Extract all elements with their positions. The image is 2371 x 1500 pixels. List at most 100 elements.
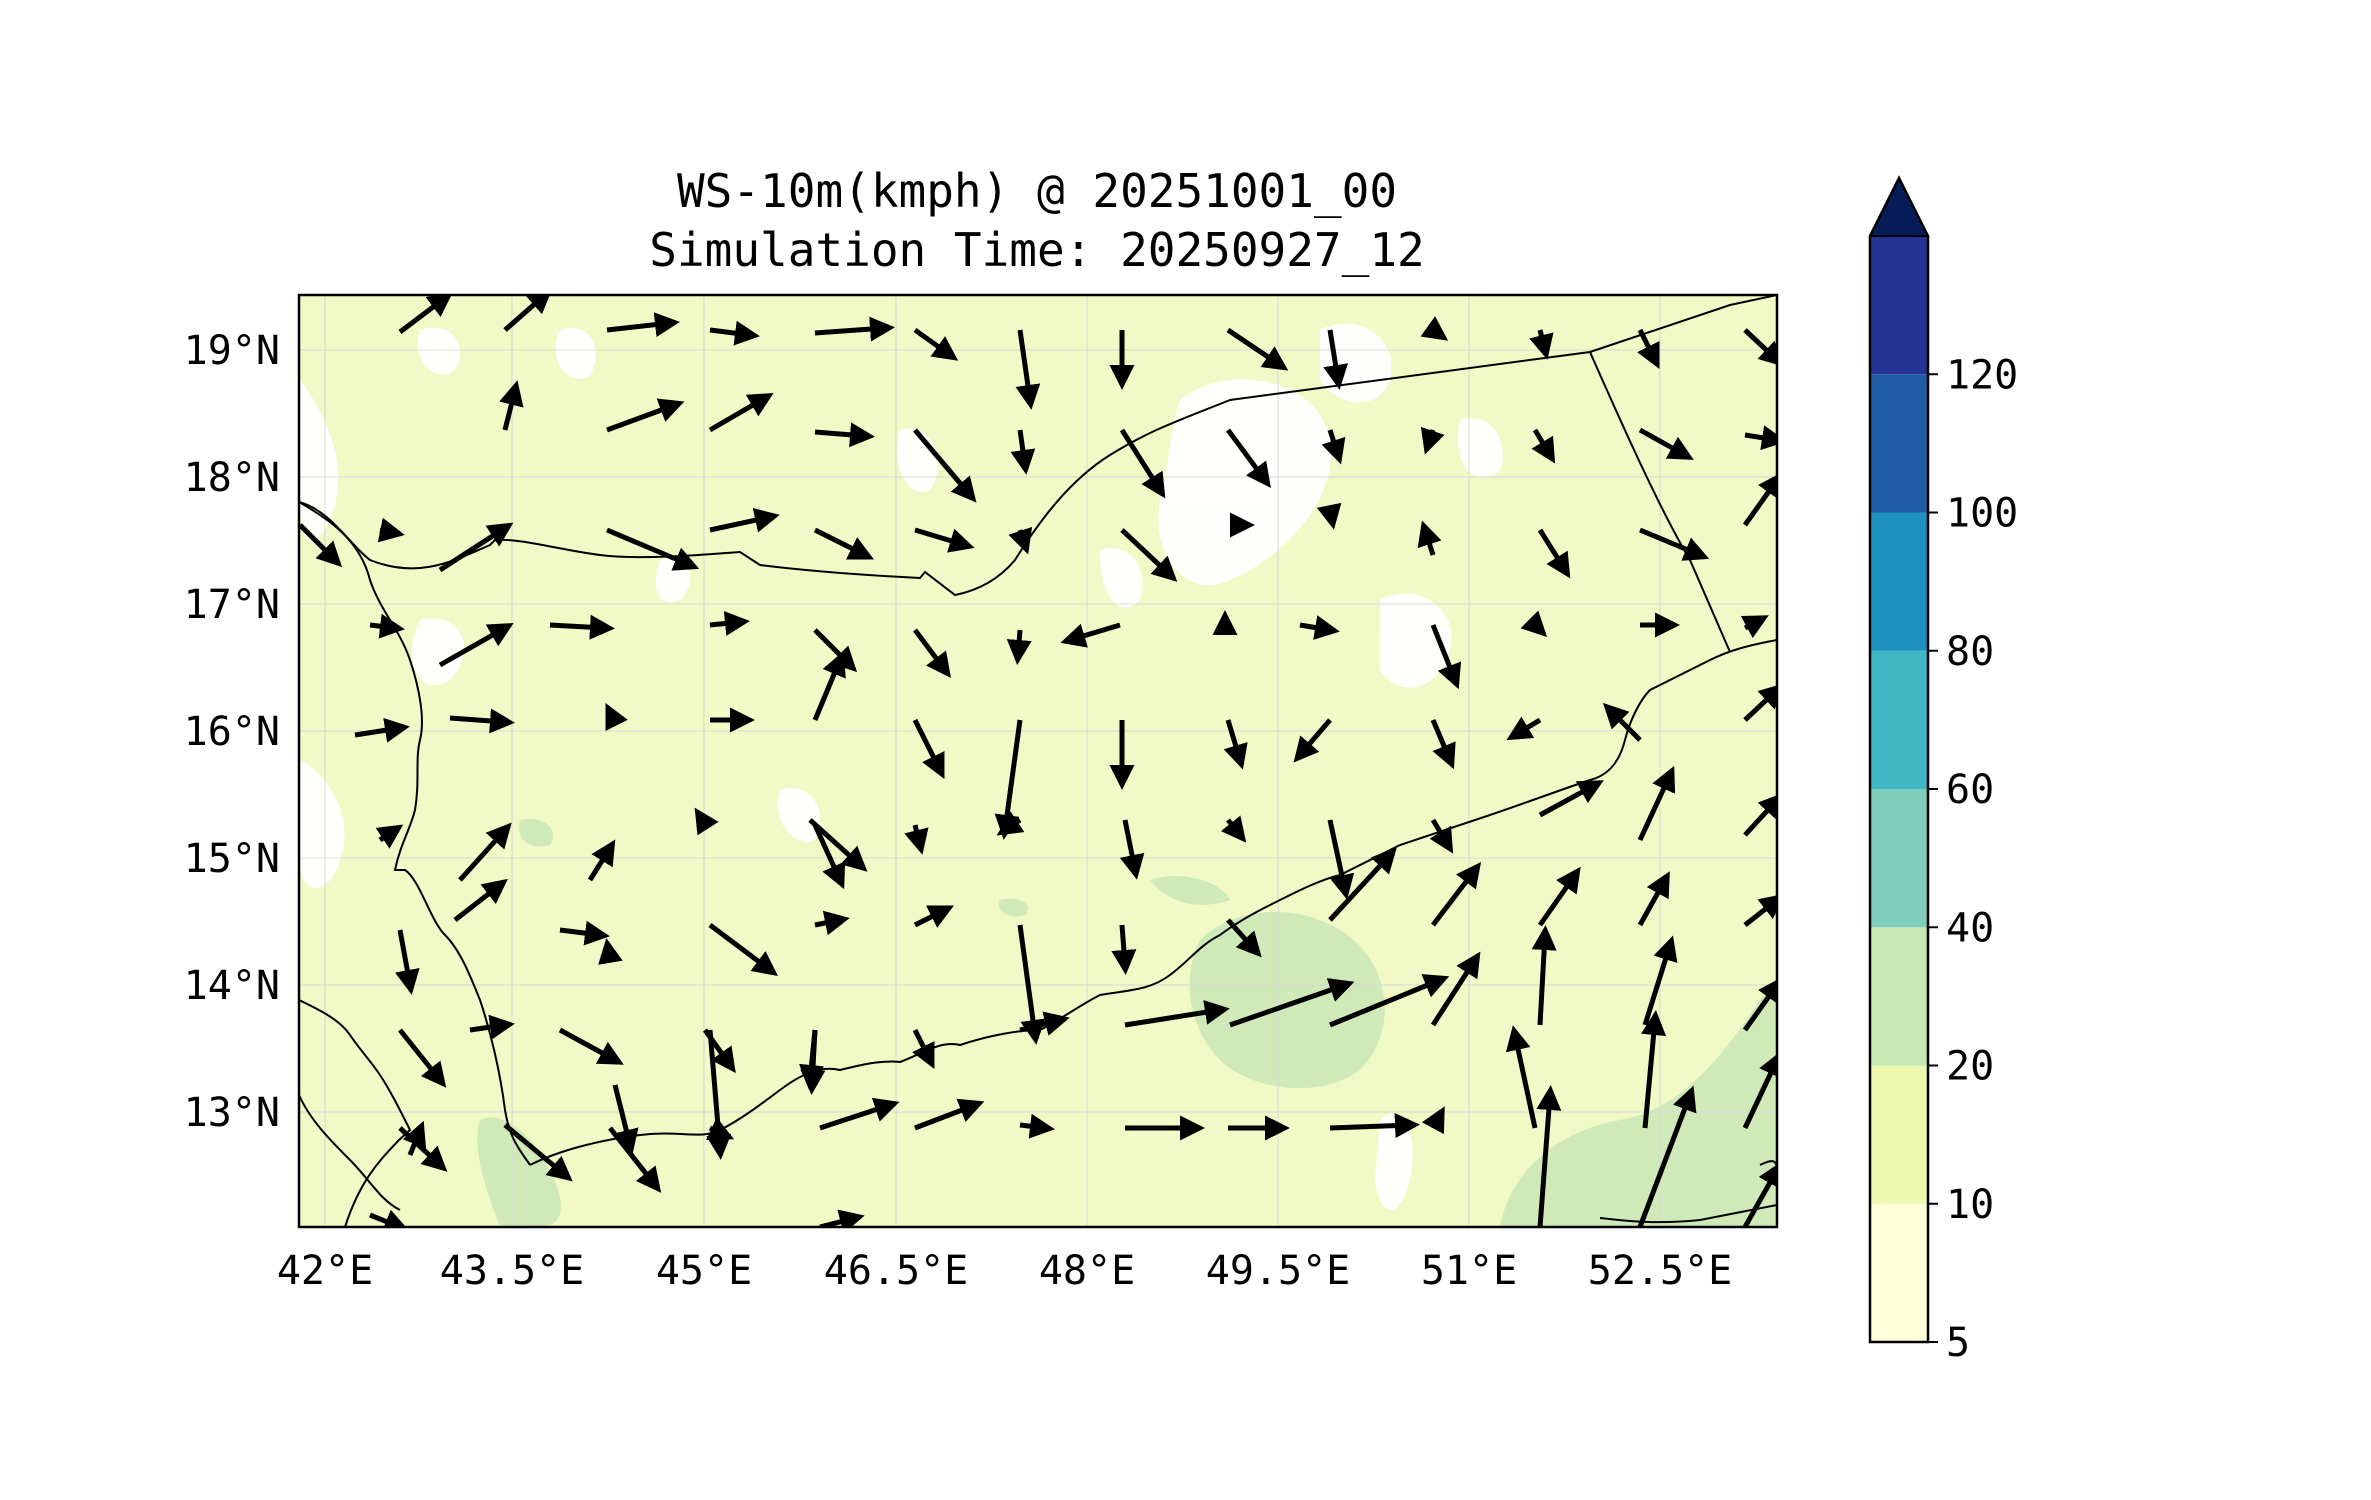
title-line2: Simulation Time: 20250927_12 <box>649 223 1424 277</box>
wind-arrow <box>813 527 874 560</box>
x-tick-label: 42°E <box>277 1248 373 1294</box>
wind-arrow <box>398 1028 447 1088</box>
wind-arrow <box>709 507 780 533</box>
wind-arrow <box>402 1120 427 1156</box>
wind-arrow <box>1220 815 1247 843</box>
wind-arrow <box>1323 329 1348 390</box>
wind-arrow <box>598 938 623 965</box>
wind-arrow <box>819 1097 900 1131</box>
wind-arrow <box>1006 629 1032 665</box>
wind-arrow <box>606 398 685 433</box>
wind-arrow <box>453 878 508 922</box>
wind-arrow <box>913 628 951 678</box>
wind-arrow <box>1742 471 1777 527</box>
wind-arrow <box>1429 818 1454 854</box>
wind-arrow <box>709 611 750 636</box>
wind-arrow <box>1638 427 1694 460</box>
y-tick-label: 14°N <box>184 963 280 1009</box>
x-tick-label: 45°E <box>656 1248 752 1294</box>
wind-arrow <box>1119 819 1145 880</box>
wind-arrow <box>1531 428 1556 464</box>
colorbar: 5 10 20 40 60 80 100 120 <box>1868 175 2018 1366</box>
wind-arrow <box>1531 925 1557 1026</box>
africa-coast <box>299 999 412 1227</box>
wind-arrow <box>914 527 975 553</box>
wind-arrow <box>499 380 524 431</box>
wind-arrow <box>398 295 453 334</box>
wind-arrow <box>1536 1085 1562 1227</box>
wind-arrow <box>1639 527 1710 561</box>
wind-arrow <box>912 718 945 779</box>
wind-arrow <box>369 1209 410 1227</box>
wind-arrow <box>458 822 512 882</box>
wind-arrow <box>1119 428 1166 499</box>
x-tick-label: 51°E <box>1421 1248 1517 1294</box>
colorbar-label: 80 <box>1946 629 1994 675</box>
x-tick-label: 46.5°E <box>824 1248 969 1294</box>
wind-arrow <box>694 807 719 836</box>
wind-arrow <box>1742 976 1777 1032</box>
colorbar-bands <box>1870 236 1928 1342</box>
y-tick-label: 15°N <box>184 836 280 882</box>
wind-arrow <box>503 295 553 332</box>
wind-arrow <box>503 1123 573 1182</box>
wind-arrow <box>1008 526 1033 555</box>
wind-arrow <box>1743 683 1777 722</box>
wind-arrows <box>299 295 1777 1227</box>
y-tick-label: 13°N <box>184 1090 280 1136</box>
wind-arrow <box>375 824 404 849</box>
colorbar-band <box>1870 789 1928 928</box>
x-tick-label: 49.5°E <box>1206 1248 1351 1294</box>
wind-arrow <box>1430 624 1462 690</box>
wind-arrow <box>1420 316 1449 341</box>
wind-arrow <box>449 708 515 734</box>
wind-arrow <box>1124 999 1230 1028</box>
wind-arrow <box>1293 718 1332 763</box>
wind-arrow <box>299 523 343 568</box>
wind-arrow <box>1529 329 1554 360</box>
wind-arrow <box>914 1098 985 1131</box>
colorbar-label: 100 <box>1946 491 2018 537</box>
wind-arrow <box>1316 502 1342 530</box>
wind-arrow <box>438 623 514 668</box>
colorbar-band <box>1870 927 1928 1066</box>
wind-arrow <box>1229 978 1355 1028</box>
wind-arrow <box>1421 1106 1445 1135</box>
wind-arrow <box>1520 610 1548 638</box>
wind-arrow <box>1742 1050 1777 1130</box>
wind-arrow <box>1223 719 1248 770</box>
x-tick-label: 52.5°E <box>1588 1248 1733 1294</box>
wind-arrow <box>1538 780 1604 818</box>
wind-arrow <box>709 320 760 346</box>
wind-arrow <box>812 823 846 890</box>
wind-arrow <box>1742 1161 1777 1227</box>
colorbar-band <box>1870 236 1928 375</box>
colorbar-label: 60 <box>1946 767 1994 813</box>
wind-arrow <box>354 717 410 743</box>
colorbar-label: 20 <box>1946 1044 1994 1090</box>
colorbar-label: 5 <box>1946 1320 1970 1366</box>
wind-arrow <box>1329 1113 1420 1139</box>
wind-arrow <box>612 1084 639 1155</box>
wind-arrow <box>1740 615 1769 639</box>
wind-arrow <box>1430 719 1456 770</box>
wind-arrow <box>812 650 846 721</box>
wind-arrow <box>706 1029 732 1160</box>
colorbar-band <box>1870 650 1928 789</box>
wind-arrow <box>1111 924 1137 975</box>
wind-arrow <box>814 910 850 936</box>
eritrea-coast <box>299 1094 401 1211</box>
x-tick-label: 43.5°E <box>440 1248 585 1294</box>
wind-arrow <box>708 392 774 433</box>
wind-arrow <box>1537 528 1571 579</box>
y-tick-label: 18°N <box>184 455 280 501</box>
wind-arrow <box>1226 327 1289 371</box>
wind-arrow <box>1299 615 1340 640</box>
wind-arrow <box>558 1027 624 1065</box>
wind-arrow <box>1537 866 1581 927</box>
colorbar-labels: 5 10 20 40 60 80 100 120 <box>1928 352 2018 1366</box>
wind-arrow <box>996 811 1025 836</box>
wind-arrow <box>1060 622 1121 648</box>
colorbar-band <box>1870 512 1928 651</box>
wind-arrow <box>1019 1011 1070 1036</box>
